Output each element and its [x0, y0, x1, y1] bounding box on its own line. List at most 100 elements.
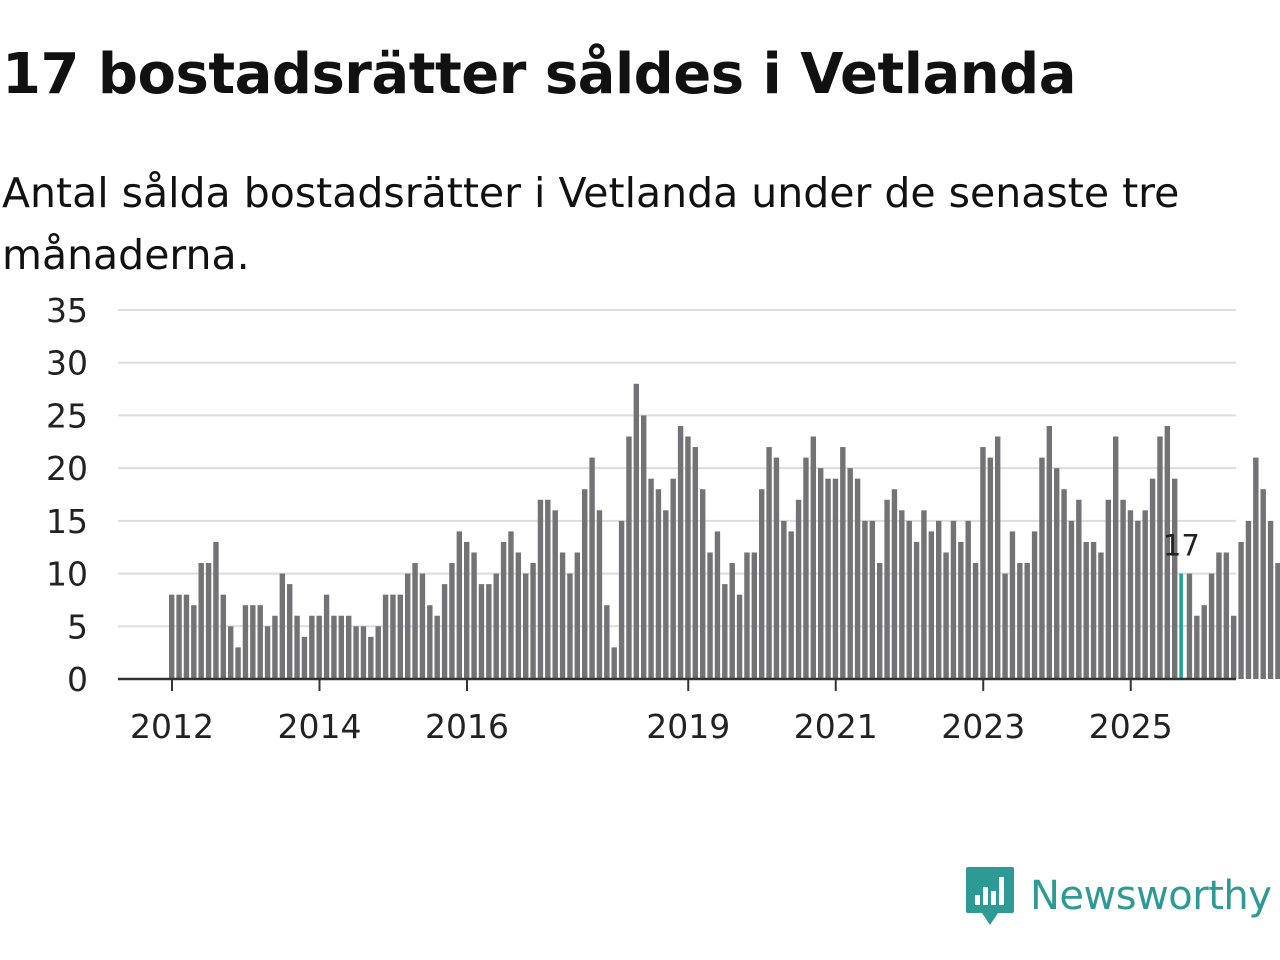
bar: [272, 615, 278, 679]
bar: [1231, 615, 1237, 679]
x-tick-label: 2021: [794, 707, 878, 746]
bar: [368, 636, 374, 679]
x-tick-label: 2012: [130, 707, 214, 746]
bar: [242, 605, 249, 679]
bar: [1098, 552, 1104, 679]
bar: [1068, 520, 1075, 679]
y-tick-label: 0: [67, 660, 88, 699]
bar: [1194, 615, 1200, 679]
bar: [862, 520, 868, 679]
bar: [965, 520, 971, 679]
y-tick-label: 10: [46, 555, 88, 594]
bar: [707, 552, 713, 679]
bar: [1208, 573, 1215, 679]
y-tick-label: 25: [46, 396, 88, 435]
brand-name: Newsworthy: [1030, 873, 1272, 919]
bar: [257, 605, 263, 679]
bar: [1113, 436, 1119, 679]
bar: [891, 489, 898, 679]
bar: [913, 541, 920, 679]
bar: [847, 468, 853, 679]
bar: [1054, 468, 1060, 679]
bar: [943, 552, 949, 679]
bar: [559, 552, 566, 679]
bar: [766, 447, 772, 679]
brand[interactable]: Newsworthy: [964, 864, 1272, 928]
bar: [1253, 457, 1259, 679]
bar: [987, 457, 994, 679]
bar: [921, 510, 927, 679]
bar: [685, 436, 691, 679]
bar: [405, 573, 411, 679]
bar: [1142, 510, 1148, 679]
bar: [1120, 499, 1126, 679]
bar: [397, 594, 404, 679]
newsworthy-logo-icon: [966, 867, 1014, 925]
bar: [309, 615, 315, 679]
bar: [545, 499, 551, 679]
bar: [677, 425, 684, 679]
bar: [1039, 457, 1045, 679]
bar: [1186, 573, 1193, 679]
bar: [294, 615, 300, 679]
bar: [670, 478, 676, 679]
bar: [228, 626, 234, 679]
bar: [1245, 520, 1252, 679]
bar: [434, 615, 440, 679]
bar: [906, 520, 912, 679]
bar: [744, 552, 750, 679]
bar: [714, 531, 721, 679]
bar: [1061, 489, 1067, 679]
bar: [729, 563, 735, 679]
y-tick-label: 15: [46, 502, 88, 541]
bar: [1105, 499, 1112, 679]
bar: [803, 457, 809, 679]
bar: [1031, 531, 1038, 679]
bar: [478, 584, 485, 679]
bar: [736, 594, 743, 679]
bar: [515, 552, 522, 679]
bar: [390, 594, 396, 679]
bar: [641, 415, 647, 679]
x-tick-label: 2016: [425, 707, 509, 746]
bar: [471, 552, 477, 679]
bar: [832, 478, 839, 679]
bar: [781, 520, 787, 679]
bar: [626, 436, 632, 679]
bar: [493, 573, 499, 679]
bar: [950, 520, 957, 679]
bar: [449, 563, 455, 679]
bar: [346, 615, 352, 679]
bar: [958, 541, 964, 679]
y-tick-label: 35: [46, 291, 88, 330]
chart-title: 17 bostadsrätter såldes i Vetlanda: [2, 42, 1077, 107]
bar: [928, 531, 935, 679]
y-tick-label: 20: [46, 449, 88, 488]
bar: [854, 478, 861, 679]
y-tick-label: 30: [46, 344, 88, 383]
bar: [596, 510, 603, 679]
bar: [353, 626, 359, 679]
bar: [972, 563, 979, 679]
bar: [213, 541, 219, 679]
bar-highlight: [1179, 573, 1183, 679]
bar: [530, 563, 536, 679]
bar: [759, 489, 765, 679]
bar: [1260, 489, 1266, 679]
bar: [419, 573, 426, 679]
x-tick-label: 2019: [646, 707, 730, 746]
bar: [995, 436, 1001, 679]
bar: [700, 489, 706, 679]
bar: [884, 499, 890, 679]
bar: [840, 447, 846, 679]
bar: [589, 457, 595, 679]
x-tick-label: 2025: [1089, 707, 1173, 746]
bar: [1172, 478, 1178, 679]
bar: [1135, 520, 1141, 679]
bar: [611, 647, 617, 679]
bar: [1090, 541, 1097, 679]
bar: [818, 468, 824, 679]
highlight-data-label: 17: [1163, 529, 1200, 563]
bar: [198, 563, 204, 679]
bar: [1201, 605, 1207, 679]
